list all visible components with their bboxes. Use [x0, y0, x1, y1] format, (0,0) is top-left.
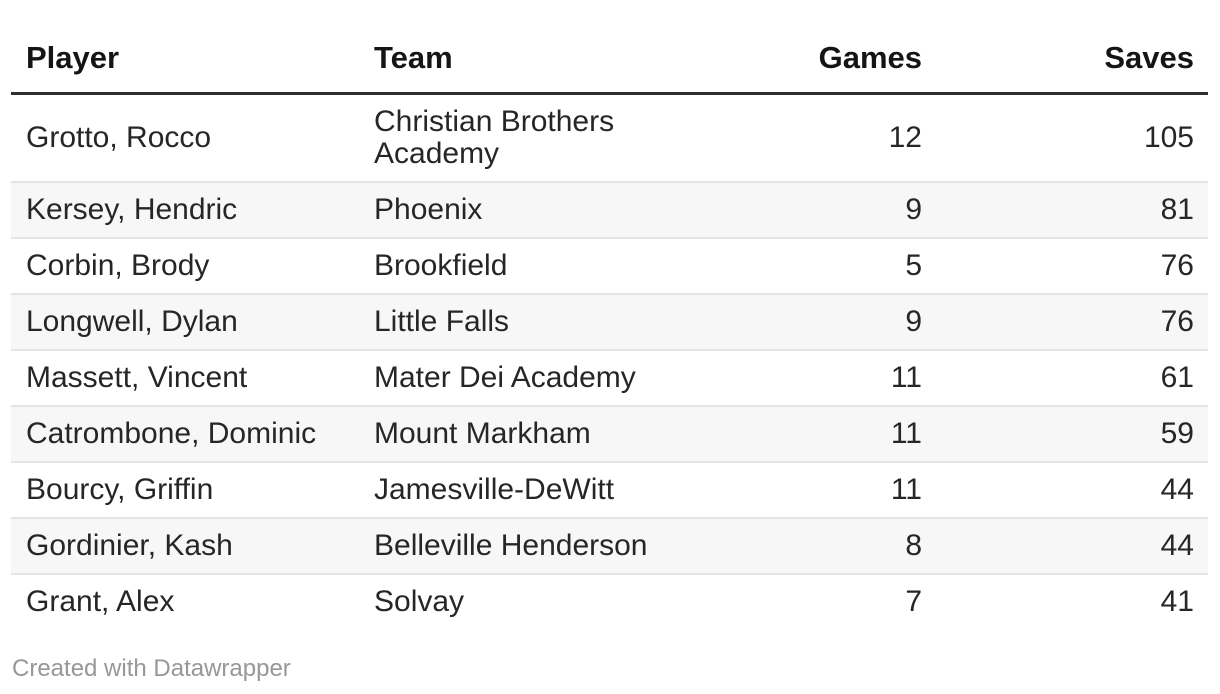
table-row: Kersey, Hendric Phoenix 9 81	[11, 181, 1208, 238]
cell-games: 9	[745, 293, 922, 350]
cell-games: 12	[888, 121, 922, 154]
cell-player: Longwell, Dylan	[11, 293, 365, 350]
column-header-saves: Saves	[922, 30, 1208, 95]
table-row: Grotto, Rocco Christian Brothers Academy 1…	[11, 94, 1208, 183]
cell-player: Kersey, Hendric	[11, 181, 365, 238]
datawrapper-credit-link[interactable]: Created with Datawrapper	[12, 655, 291, 682]
table-row: Massett, Vincent Mater Dei Academy 11 61	[11, 349, 1208, 406]
cell-team: Belleville Henderson	[365, 517, 745, 574]
saves-stats-table: Player Team Games Saves Grotto, Rocco Chr…	[11, 30, 1208, 629]
cell-saves: 105	[1143, 121, 1194, 154]
column-header-games: Games	[745, 30, 922, 95]
table-row: Bourcy, Griffin Jamesville-DeWitt 11 44	[11, 461, 1208, 518]
cell-saves: 44	[922, 517, 1208, 574]
column-header-player: Player	[11, 30, 365, 95]
cell-player: Grotto, Rocco	[26, 121, 212, 154]
cell-games: 11	[745, 405, 922, 462]
cell-games: 8	[745, 517, 922, 574]
table-row: Corbin, Brody Brookfield 5 76	[11, 237, 1208, 294]
cell-player: Bourcy, Griffin	[11, 461, 365, 518]
cell-team: Jamesville-DeWitt	[365, 461, 745, 518]
cell-team: Mount Markham	[365, 405, 745, 462]
header-row: Player Team Games Saves	[11, 30, 1208, 95]
cell-player: Catrombone, Dominic	[11, 405, 365, 462]
cell-saves: 44	[922, 461, 1208, 518]
table-row: Longwell, Dylan Little Falls 9 76	[11, 293, 1208, 350]
cell-saves: 76	[922, 293, 1208, 350]
column-header-team: Team	[365, 30, 745, 95]
cell-saves: 41	[922, 573, 1208, 629]
cell-saves: 81	[922, 181, 1208, 238]
cell-saves: 61	[922, 349, 1208, 406]
cell-team: Little Falls	[365, 293, 745, 350]
table-body: Grotto, Rocco Christian Brothers Academy 1…	[11, 94, 1208, 629]
cell-team: Christian Brothers Academy	[374, 105, 615, 170]
table-row: Grant, Alex Solvay 7 41	[11, 573, 1208, 629]
cell-team: Brookfield	[365, 237, 745, 294]
cell-team: Solvay	[365, 573, 745, 629]
cell-team: Mater Dei Academy	[365, 349, 745, 406]
cell-games: 9	[745, 181, 922, 238]
cell-player: Gordinier, Kash	[11, 517, 365, 574]
attribution-footer: Created with Datawrapper	[12, 655, 291, 683]
cell-saves: 76	[922, 237, 1208, 294]
cell-saves: 59	[922, 405, 1208, 462]
cell-games: 11	[745, 349, 922, 406]
cell-games: 5	[745, 237, 922, 294]
cell-player: Massett, Vincent	[11, 349, 365, 406]
cell-player: Corbin, Brody	[11, 237, 365, 294]
cell-games: 7	[745, 573, 922, 629]
cell-team: Phoenix	[365, 181, 745, 238]
cell-games: 11	[745, 461, 922, 518]
table-row: Catrombone, Dominic Mount Markham 11 59	[11, 405, 1208, 462]
table-row: Gordinier, Kash Belleville Henderson 8 44	[11, 517, 1208, 574]
cell-player: Grant, Alex	[11, 573, 365, 629]
